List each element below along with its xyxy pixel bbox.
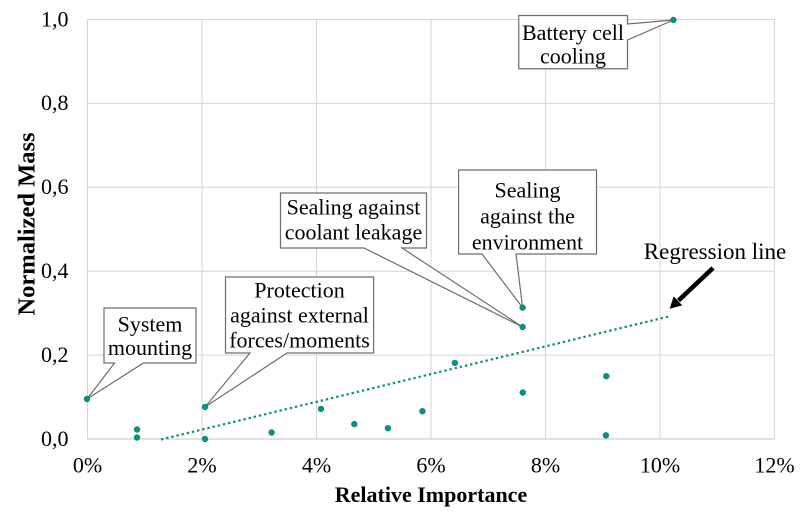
svg-text:System: System	[118, 312, 183, 337]
svg-text:0,6: 0,6	[41, 174, 69, 199]
svg-text:6%: 6%	[416, 453, 445, 478]
svg-text:10%: 10%	[640, 453, 680, 478]
svg-text:environment: environment	[472, 230, 583, 255]
svg-text:cooling: cooling	[540, 44, 606, 69]
svg-text:Regression line: Regression line	[644, 239, 786, 264]
svg-text:12%: 12%	[754, 453, 794, 478]
svg-text:0,8: 0,8	[41, 90, 69, 115]
svg-text:mounting: mounting	[108, 335, 192, 360]
svg-text:Protection: Protection	[254, 278, 344, 303]
svg-text:against external: against external	[230, 303, 369, 328]
svg-text:Relative Importance: Relative Importance	[335, 482, 528, 507]
svg-text:0,2: 0,2	[41, 342, 69, 367]
svg-text:0,0: 0,0	[41, 426, 69, 451]
svg-text:4%: 4%	[302, 453, 331, 478]
svg-text:forces/moments: forces/moments	[229, 328, 370, 353]
svg-text:0,4: 0,4	[41, 258, 69, 283]
svg-text:8%: 8%	[531, 453, 560, 478]
svg-text:Normalized Mass: Normalized Mass	[14, 132, 41, 315]
svg-text:against the: against the	[480, 204, 575, 229]
svg-text:coolant leakage: coolant leakage	[285, 220, 422, 245]
svg-text:2%: 2%	[187, 453, 216, 478]
svg-text:Sealing: Sealing	[495, 178, 561, 203]
svg-text:Battery cell: Battery cell	[522, 20, 624, 45]
svg-text:Sealing against: Sealing against	[287, 195, 421, 220]
svg-text:1,0: 1,0	[41, 6, 69, 31]
svg-text:0%: 0%	[73, 453, 102, 478]
